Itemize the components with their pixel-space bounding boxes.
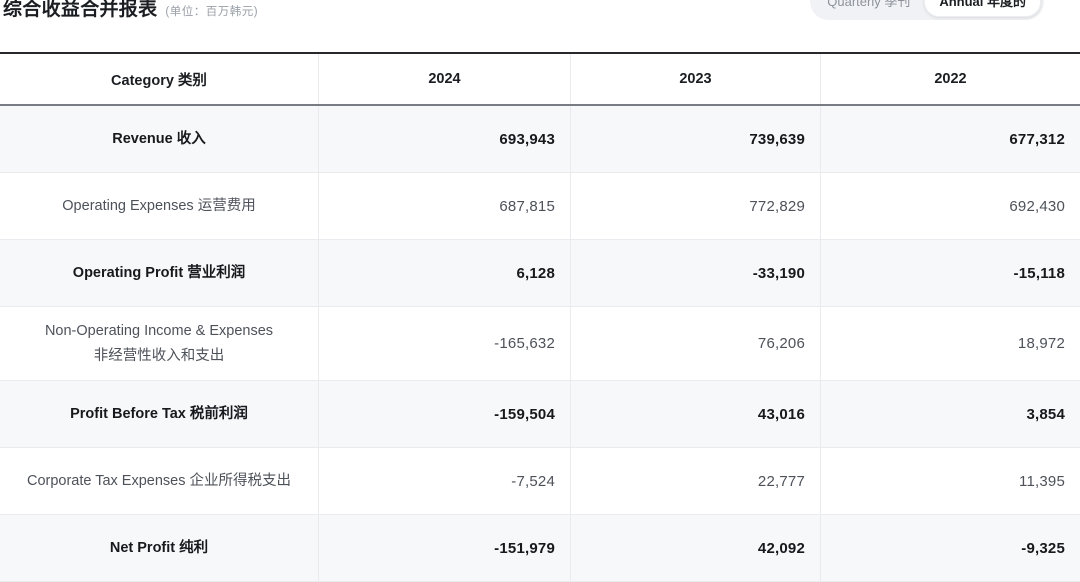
income-statement-table: Category 类别 2024 2023 2022 Revenue 收入 693,94…: [0, 52, 1080, 582]
value-cell: 3,854: [820, 381, 1080, 447]
toggle-quarterly-button[interactable]: Quarterly 季刊: [813, 0, 924, 16]
unit-note: (单位：百万韩元): [165, 6, 259, 18]
category-label-line: Non-Operating Income & Expenses: [44, 323, 274, 339]
value-cell: 693,943: [318, 106, 570, 172]
category-label-line: Net Profit 纯利: [109, 540, 209, 556]
value-cell: -159,504: [318, 381, 570, 447]
category-label-line: Revenue 收入: [112, 131, 206, 147]
category-cell: Operating Expenses 运营费用: [0, 173, 318, 239]
category-label-line: Operating Profit 营业利润: [72, 265, 246, 281]
value-cell: -33,190: [570, 240, 820, 306]
value-cell: 22,777: [570, 448, 820, 514]
toggle-annual-button[interactable]: Annual 年度的: [924, 0, 1041, 17]
value-cell: 42,092: [570, 515, 820, 581]
value-cell: 18,972: [820, 307, 1080, 380]
table-row: Operating Expenses 运营费用 687,815 772,829 692…: [0, 173, 1080, 240]
column-header-category: Category 类别: [111, 72, 207, 89]
table-row: Operating Profit 营业利润 6,128 -33,190 -15,118: [0, 240, 1080, 307]
category-cell: Net Profit 纯利: [0, 515, 318, 581]
value-cell: 687,815: [318, 173, 570, 239]
category-cell: Operating Profit 营业利润: [0, 240, 318, 306]
table-row: Profit Before Tax 税前利润 -159,504 43,016 3,85…: [0, 381, 1080, 448]
table-row: Corporate Tax Expenses 企业所得税支出 -7,524 22,7…: [0, 448, 1080, 515]
column-header-year: 2023: [570, 54, 820, 104]
table-row: Revenue 收入 693,943 739,639 677,312: [0, 106, 1080, 173]
category-cell: Corporate Tax Expenses 企业所得税支出: [0, 448, 318, 514]
column-header-year: 2022: [820, 54, 1080, 104]
category-label-line: 非经营性收入和支出: [93, 348, 225, 364]
value-cell: 772,829: [570, 173, 820, 239]
value-cell: 692,430: [820, 173, 1080, 239]
table-header-row: Category 类别 2024 2023 2022: [0, 54, 1080, 106]
page-title: 综合收益合并报表: [3, 0, 158, 20]
category-label-line: Profit Before Tax 税前利润: [70, 406, 248, 422]
value-cell: 11,395: [820, 448, 1080, 514]
category-cell: Revenue 收入: [0, 106, 318, 172]
category-label-line: Operating Expenses 运营费用: [62, 198, 256, 214]
value-cell: -15,118: [820, 240, 1080, 306]
category-cell: Non-Operating Income & Expenses 非经营性收入和支出: [0, 307, 318, 380]
value-cell: 677,312: [820, 106, 1080, 172]
category-cell: Profit Before Tax 税前利润: [0, 381, 318, 447]
table-row: Net Profit 纯利 -151,979 42,092 -9,325: [0, 515, 1080, 582]
value-cell: 43,016: [570, 381, 820, 447]
table-body: Revenue 收入 693,943 739,639 677,312 Operating…: [0, 106, 1080, 582]
column-header-year: 2024: [318, 54, 570, 104]
page-header: 综合收益合并报表 (单位：百万韩元): [3, 0, 258, 21]
value-cell: -9,325: [820, 515, 1080, 581]
value-cell: 739,639: [570, 106, 820, 172]
category-label-line: Corporate Tax Expenses 企业所得税支出: [26, 473, 292, 489]
value-cell: -7,524: [318, 448, 570, 514]
value-cell: -165,632: [318, 307, 570, 380]
period-toggle: Quarterly 季刊 Annual 年度的: [810, 0, 1044, 20]
value-cell: 6,128: [318, 240, 570, 306]
value-cell: -151,979: [318, 515, 570, 581]
table-row: Non-Operating Income & Expenses 非经营性收入和支出…: [0, 307, 1080, 381]
value-cell: 76,206: [570, 307, 820, 380]
